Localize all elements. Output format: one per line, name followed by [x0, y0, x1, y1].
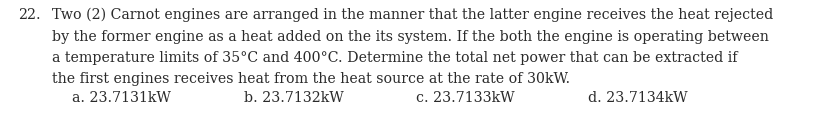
Text: b. 23.7132kW: b. 23.7132kW — [244, 91, 344, 105]
Text: a. 23.7131kW: a. 23.7131kW — [72, 91, 171, 105]
Text: the first engines receives heat from the heat source at the rate of 30kW.: the first engines receives heat from the… — [52, 72, 570, 86]
Text: 22.: 22. — [18, 8, 41, 22]
Text: Two (2) Carnot engines are arranged in the manner that the latter engine receive: Two (2) Carnot engines are arranged in t… — [52, 8, 773, 22]
Text: c. 23.7133kW: c. 23.7133kW — [416, 91, 514, 105]
Text: d. 23.7134kW: d. 23.7134kW — [588, 91, 688, 105]
Text: a temperature limits of 35°C and 400°C. Determine the total net power that can b: a temperature limits of 35°C and 400°C. … — [52, 51, 738, 65]
Text: by the former engine as a heat added on the its system. If the both the engine i: by the former engine as a heat added on … — [52, 30, 769, 44]
